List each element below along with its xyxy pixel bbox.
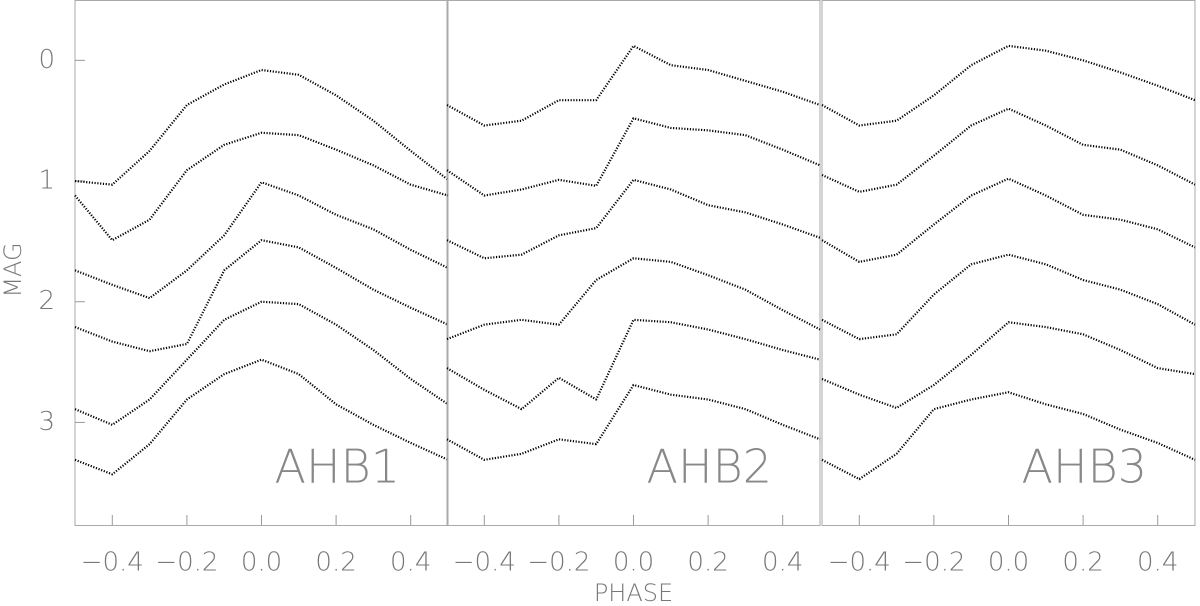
y-tick-label: 0 [38, 45, 55, 75]
light-curve [821, 177, 1196, 263]
x-axis-label: PHASE [594, 579, 673, 606]
x-tick-label: 0.0 [241, 548, 282, 578]
x-tick-label: 0.2 [687, 548, 728, 578]
x-tick-label: −0.2 [527, 548, 590, 578]
panel-annotation: AHB1 [275, 440, 400, 494]
panel-frame [446, 0, 821, 526]
x-tick-label: 0.4 [1137, 548, 1178, 578]
y-tick-label: 2 [38, 286, 55, 316]
x-tick-label: −0.2 [902, 548, 965, 578]
panel-frame [821, 0, 1196, 526]
x-tick-label: −0.4 [828, 548, 891, 578]
light-curve [74, 358, 449, 476]
x-tick-label: 0.0 [613, 548, 654, 578]
y-tick-label: 3 [38, 407, 55, 437]
light-curve [446, 117, 821, 197]
light-curve [74, 131, 449, 242]
light-curve [74, 68, 449, 186]
light-curve [74, 300, 449, 426]
x-tick-label: 0.2 [315, 548, 356, 578]
light-curve [446, 383, 821, 461]
y-tick-label: 1 [38, 166, 55, 196]
light-curve [74, 239, 449, 353]
x-tick-label: 0.2 [1062, 548, 1103, 578]
light-curve [446, 318, 821, 411]
light-curve [821, 391, 1196, 481]
light-curve [821, 253, 1196, 341]
x-tick-label: 0.4 [762, 548, 803, 578]
panel-annotation: AHB2 [647, 440, 772, 494]
x-tick-label: −0.4 [453, 548, 516, 578]
light-curve [446, 257, 821, 341]
x-tick-label: −0.2 [155, 548, 218, 578]
panel-frame [74, 0, 449, 526]
light-curve [446, 178, 821, 260]
x-tick-label: 0.0 [988, 548, 1029, 578]
panel-annotation: AHB3 [1022, 440, 1147, 494]
light-curve [821, 44, 1196, 127]
light-curve [821, 107, 1196, 193]
x-tick-label: 0.4 [390, 548, 431, 578]
y-axis-label: MAG [0, 242, 27, 297]
light-curve [446, 44, 821, 127]
x-tick-label: −0.4 [81, 548, 144, 578]
light-curve [821, 321, 1196, 410]
